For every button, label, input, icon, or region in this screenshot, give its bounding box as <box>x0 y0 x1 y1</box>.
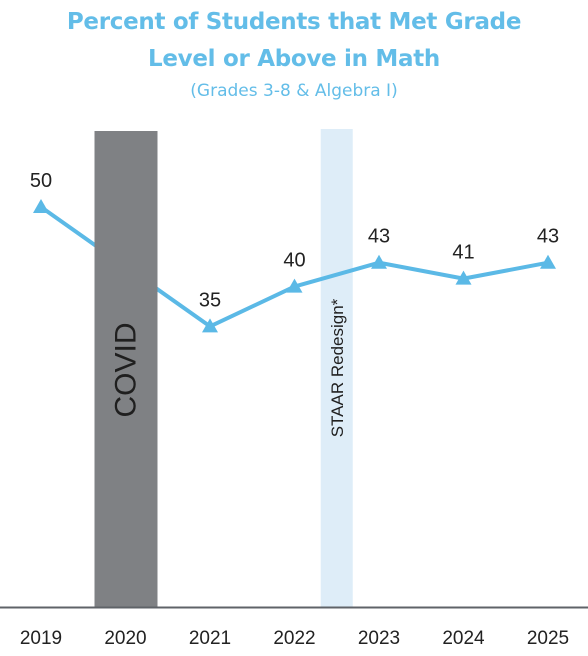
series-line <box>39 205 549 329</box>
x-tick-label-2025: 2025 <box>527 628 569 649</box>
x-tick-label-2022: 2022 <box>273 628 315 649</box>
x-tick-label-2024: 2024 <box>442 628 485 649</box>
series-layer: 50 35 40 43 41 43 <box>30 170 559 333</box>
chart-title: Percent of Students that Met Grade Level… <box>0 4 588 78</box>
staar-redesign-label: STAAR Redesign* <box>328 298 347 437</box>
covid-label: COVID <box>110 322 143 417</box>
x-tick-label-2019: 2019 <box>20 628 62 649</box>
data-point-2021 <box>202 318 218 333</box>
data-label-2021: 35 <box>199 289 221 311</box>
data-label-2019: 50 <box>30 170 52 192</box>
data-point-2022 <box>286 278 303 293</box>
data-point-2025 <box>540 254 556 269</box>
data-label-2022: 40 <box>283 250 305 272</box>
data-label-2023: 43 <box>368 226 390 248</box>
data-point-2023 <box>371 254 387 269</box>
x-tick-label-2021: 2021 <box>189 628 231 649</box>
staar-redesign-band <box>320 129 353 607</box>
chart-subtitle: (Grades 3-8 & Algebra I) <box>190 81 398 101</box>
chart-title-line-1: Percent of Students that Met Grade <box>66 9 522 35</box>
covid-band <box>94 131 158 607</box>
data-label-2024: 41 <box>452 242 474 264</box>
x-tick-label-2020: 2020 <box>104 628 146 649</box>
chart-title-line-2: Level or Above in Math <box>148 46 440 72</box>
data-point-2019 <box>33 199 49 213</box>
data-point-2024 <box>455 270 472 285</box>
data-label-2025: 43 <box>537 226 559 248</box>
x-tick-label-2023: 2023 <box>358 628 400 649</box>
x-tick-labels: 2019 2020 2021 2022 2023 2024 2025 <box>20 628 569 649</box>
